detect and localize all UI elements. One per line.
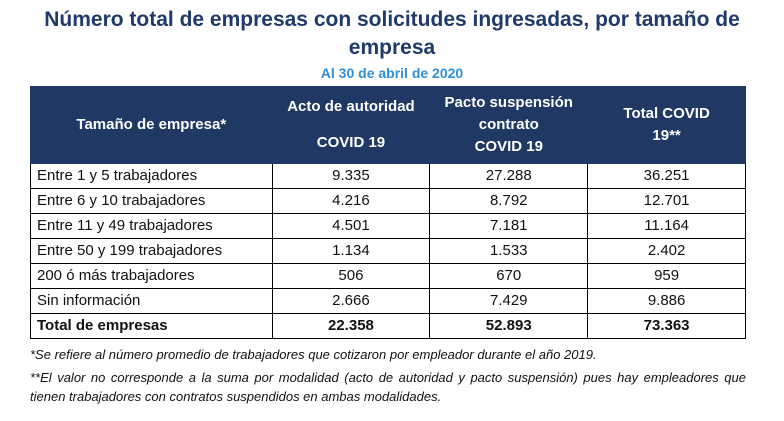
header-company-size: Tamaño de empresa* [30,86,273,164]
companies-by-size-table: Tamaño de empresa* Acto de autoridad COV… [30,86,746,339]
report-title-line1: Número total de empresas con solicitudes… [44,8,740,31]
cell-total: 12.701 [587,188,746,214]
cell-acto: 9.335 [271,163,431,189]
table-row: Entre 6 y 10 trabajadores 4.216 8.792 12… [30,188,746,214]
table-row: Sin información 2.666 7.429 9.886 [30,288,746,314]
total-acto: 22.358 [271,313,431,339]
cell-acto: 4.216 [271,188,431,214]
row-label: Sin información [30,288,273,314]
row-label: Entre 6 y 10 trabajadores [30,188,273,214]
row-label: Entre 11 y 49 trabajadores [30,213,273,239]
row-label: Entre 1 y 5 trabajadores [30,163,273,189]
table-total-row: Total de empresas 22.358 52.893 73.363 [30,313,746,339]
total-row-label: Total de empresas [30,313,273,339]
cell-total: 11.164 [587,213,746,239]
cell-pacto: 7.429 [429,288,589,314]
report-title-line2: empresa [348,36,436,59]
cell-total: 2.402 [587,238,746,264]
report-date-subtitle: Al 30 de abril de 2020 [320,65,464,81]
table-row: Entre 50 y 199 trabajadores 1.134 1.533 … [30,238,746,264]
total-pacto: 52.893 [429,313,589,339]
table-header-row: Tamaño de empresa* Acto de autoridad COV… [30,86,746,164]
cell-acto: 4.501 [271,213,431,239]
cell-pacto: 8.792 [429,188,589,214]
cell-acto: 506 [271,263,431,289]
cell-total: 9.886 [587,288,746,314]
cell-pacto: 670 [429,263,589,289]
cell-acto: 1.134 [271,238,431,264]
cell-pacto: 27.288 [429,163,589,189]
cell-total: 959 [587,263,746,289]
cell-pacto: 7.181 [429,213,589,239]
table-row: Entre 11 y 49 trabajadores 4.501 7.181 1… [30,213,746,239]
total-total: 73.363 [587,313,746,339]
report-title: Número total de empresas con solicitudes… [0,6,784,62]
cell-acto: 2.666 [271,288,431,314]
cell-pacto: 1.533 [429,238,589,264]
header-acto-autoridad: Acto de autoridad COVID 19 [271,86,431,164]
row-label: Entre 50 y 199 trabajadores [30,238,273,264]
header-pacto-suspension: Pacto suspensión contrato COVID 19 [429,86,589,164]
table-row: 200 ó más trabajadores 506 670 959 [30,263,746,289]
table-row: Entre 1 y 5 trabajadores 9.335 27.288 36… [30,163,746,189]
cell-total: 36.251 [587,163,746,189]
row-label: 200 ó más trabajadores [30,263,273,289]
footnote-company-size: *Se refiere al número promedio de trabaj… [30,347,597,362]
header-total-covid: Total COVID 19** [587,86,746,164]
footnote-total-covid: **El valor no corresponde a la suma por … [30,370,746,404]
